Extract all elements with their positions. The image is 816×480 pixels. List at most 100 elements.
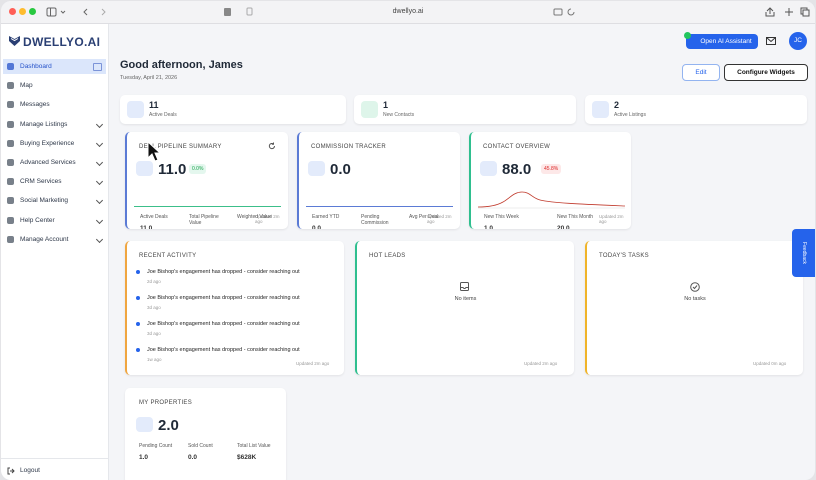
activity-text[interactable]: Joe Bishop's engagement has dropped - co… (147, 295, 300, 301)
address-bar[interactable]: dwellyo.ai (392, 8, 424, 15)
feedback-tab[interactable]: Feedback (792, 229, 815, 277)
address-icons[interactable] (553, 7, 583, 17)
nav-icon (7, 101, 14, 109)
commission-widget: COMMISSION TRACKER 0.0 Updated 2m ago Ea… (297, 132, 460, 229)
nav-item[interactable]: Buying Experience (3, 136, 106, 151)
mail-icon[interactable] (766, 37, 777, 46)
change-badge: 45.8% (541, 164, 562, 174)
activity-text[interactable]: Joe Bishop's engagement has dropped - co… (147, 269, 300, 275)
updated-time: Updated 2m ago (255, 214, 280, 224)
sidebar: DWELLYO.AI Dashboard Map Messages Manage Li… (1, 24, 109, 480)
nav-item[interactable]: Social Marketing (3, 193, 106, 208)
nav-label: Social Marketing (20, 197, 69, 205)
nav-icon (7, 139, 14, 147)
widget-title: MY PROPERTIES (139, 400, 193, 406)
mouse-cursor (147, 141, 162, 162)
window-actions[interactable] (765, 6, 811, 18)
nav-item[interactable]: Messages (3, 97, 106, 112)
widget-icon (136, 161, 153, 176)
nav-item[interactable]: Map (3, 78, 106, 93)
widget-title: DEAL PIPELINE SUMMARY (139, 144, 222, 150)
updated-time: Updated 0m ago (753, 361, 787, 366)
nav-item[interactable]: Help Center (3, 213, 106, 228)
contact-overview-widget: CONTACT OVERVIEW 88.0 45.8% Updated 2m a… (469, 132, 631, 229)
chevron (95, 139, 104, 147)
empty-message: No tasks (684, 296, 706, 302)
ai-assistant-button[interactable]: Open AI Assistant (684, 32, 758, 49)
minimize-button[interactable] (19, 8, 26, 15)
my-properties-widget: MY PROPERTIES 2.0 Pending Count 1.0 Sold C… (125, 388, 286, 480)
sparkline (134, 206, 281, 207)
widget-title: HOT LEADS (369, 253, 406, 259)
todays-tasks-widget: TODAY'S TASKS No tasks Updated 0m ago (585, 241, 803, 375)
activity-dot (136, 296, 140, 300)
activity-text[interactable]: Joe Bishop's engagement has dropped - co… (147, 347, 300, 353)
nav-item[interactable]: CRM Services (3, 174, 106, 189)
ai-assistant-label: Open AI Assistant (700, 38, 752, 45)
chevron (95, 120, 104, 128)
widget-title: COMMISSION TRACKER (311, 144, 386, 150)
activity-time: 3d ago (147, 331, 161, 336)
activity-text[interactable]: Joe Bishop's engagement has dropped - co… (147, 321, 300, 327)
toolbar-icons[interactable] (46, 6, 176, 18)
stat-card: 2 Active Listings (585, 95, 807, 124)
nav-icon (7, 159, 14, 166)
stat-icon (592, 101, 609, 118)
zoom-button[interactable] (29, 8, 36, 15)
nav-label: Buying Experience (20, 139, 75, 147)
metric-label: Pending Commission (361, 214, 389, 226)
activity-dot (136, 322, 140, 326)
recent-activity-widget: RECENT ACTIVITY Joe Bishop's engagement … (125, 241, 344, 375)
nav-item[interactable]: Manage Account (3, 232, 106, 247)
metric-label: Avg Per Deal (409, 214, 439, 220)
status-dot (684, 32, 691, 39)
tab-icons[interactable] (223, 7, 253, 17)
nav-label: Manage Listings (20, 120, 68, 128)
widget-value: 88.0 (502, 161, 532, 178)
widget-value: 0.0 (330, 161, 351, 178)
nav-label: Messages (20, 101, 50, 109)
nav-icon (7, 216, 14, 224)
browser-toolbar: dwellyo.ai (1, 1, 815, 24)
configure-label: Configure Widgets (737, 69, 795, 76)
metric-value: 0.0 (188, 454, 198, 461)
updated-time: Updated 2m ago (427, 214, 452, 224)
metric-label: Total Pipeline Value (189, 214, 219, 226)
nav-label: Help Center (20, 216, 55, 224)
logout-icon (7, 467, 15, 475)
nav-item[interactable]: Advanced Services (3, 155, 106, 170)
activity-time: 2d ago (147, 279, 161, 284)
widget-icon (480, 161, 497, 176)
nav-icon (7, 235, 14, 243)
widget-icon (136, 417, 153, 432)
updated-time: Updated 2m ago (296, 361, 330, 366)
nav-icon (7, 178, 14, 186)
edit-button[interactable]: Edit (682, 64, 720, 81)
nav-item[interactable]: Manage Listings (3, 117, 106, 132)
refresh-icon[interactable] (268, 142, 276, 150)
close-button[interactable] (9, 8, 16, 15)
metric-value: 20.0 (557, 225, 570, 229)
nav-label: Advanced Services (20, 159, 76, 166)
stat-icon (127, 101, 144, 118)
stat-card: 11 Active Deals (120, 95, 346, 124)
widget-value: 11.0 (158, 161, 187, 178)
nav-icon (7, 63, 14, 70)
metric-value: $628K (237, 454, 257, 461)
stat-value: 11 (149, 100, 159, 110)
activity-time: 3d ago (147, 305, 161, 310)
metric-label: New This Month (557, 214, 594, 220)
collapse-icon (93, 63, 102, 71)
logout-button[interactable]: Logout (3, 463, 106, 478)
stat-icon (361, 101, 378, 118)
empty-icon (460, 282, 469, 291)
chevron (95, 158, 104, 167)
metric-value: 1.0 (139, 454, 149, 461)
nav-item[interactable]: Dashboard (3, 59, 106, 74)
configure-widgets-button[interactable]: Configure Widgets (724, 64, 808, 81)
avatar[interactable]: JC (789, 32, 807, 50)
stat-label: Active Deals (149, 112, 177, 118)
chevron (95, 178, 104, 186)
